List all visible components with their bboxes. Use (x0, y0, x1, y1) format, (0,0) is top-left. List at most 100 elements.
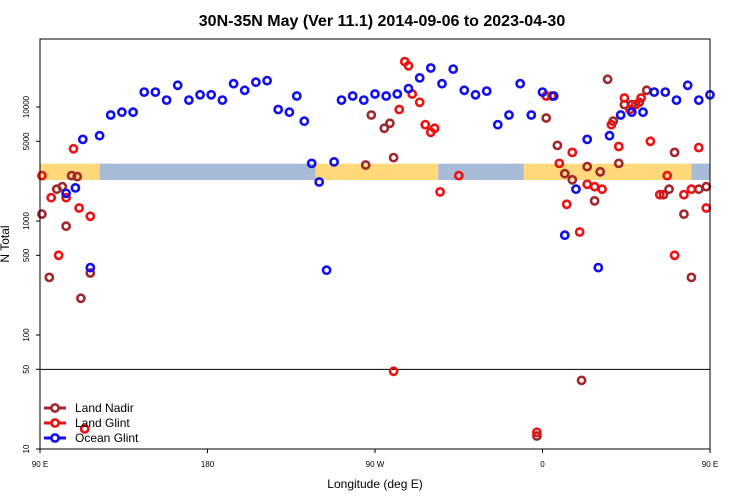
x-axis-label: Longitude (deg E) (327, 477, 422, 491)
data-point (679, 189, 689, 200)
data-point (693, 142, 704, 153)
data-point (701, 203, 712, 213)
data-point (370, 89, 380, 99)
data-point (636, 93, 646, 103)
data-point (619, 93, 630, 103)
data-point (582, 161, 593, 172)
data-point (94, 130, 105, 141)
y-axis-label: N Total (0, 225, 12, 262)
data-point (117, 107, 127, 118)
band-segment (691, 163, 710, 181)
data-point (606, 119, 617, 130)
data-point (183, 95, 194, 105)
data-point (291, 91, 302, 101)
y-tick-label: 50 (22, 364, 31, 373)
data-point (381, 91, 392, 101)
band-segment (438, 163, 524, 181)
data-point (306, 158, 317, 169)
data-point (669, 250, 680, 261)
data-point (649, 87, 660, 97)
data-point (574, 227, 585, 237)
data-point (195, 89, 205, 100)
data-point (453, 170, 464, 181)
data-point (85, 262, 96, 273)
data-point (613, 141, 624, 152)
data-point (437, 78, 447, 89)
data-point (314, 177, 325, 187)
data-point (701, 181, 712, 192)
data-point (671, 95, 682, 105)
data-point (604, 130, 615, 141)
band-segment (315, 163, 439, 181)
data-point (589, 195, 600, 206)
data-point (537, 87, 548, 97)
data-point (403, 83, 414, 94)
data-point (615, 110, 626, 120)
data-point (414, 97, 425, 108)
data-point (425, 63, 436, 73)
data-point (481, 86, 492, 96)
data-point (68, 143, 79, 154)
y-tick-label: 5000 (22, 132, 31, 150)
data-point (394, 104, 405, 115)
data-point (70, 182, 81, 193)
legend-label: Land Nadir (75, 401, 134, 415)
y-axis: 10 50 100 500 1000 5000 10000 (22, 95, 40, 453)
data-point (492, 119, 503, 130)
coverage-band (40, 163, 710, 181)
data-point (686, 272, 697, 283)
data-points (37, 56, 715, 441)
data-point (61, 188, 71, 199)
data-point (576, 375, 587, 386)
x-tick-label: 0 (540, 460, 545, 469)
data-point (284, 107, 295, 118)
data-point (561, 199, 572, 210)
data-point (392, 89, 403, 99)
data-point (626, 107, 637, 118)
data-point (273, 104, 284, 115)
series-land-nadir (37, 74, 712, 441)
data-point (161, 95, 172, 105)
data-point (128, 107, 138, 118)
y-tick-label: 500 (22, 248, 31, 262)
data-point (559, 168, 570, 179)
data-point (552, 140, 563, 151)
data-point (548, 91, 559, 101)
data-point (347, 91, 358, 101)
data-point (589, 181, 600, 192)
y-tick-label: 1000 (22, 212, 31, 230)
data-point (329, 156, 339, 167)
data-point (250, 77, 261, 88)
data-point (366, 110, 377, 120)
data-point (66, 170, 77, 181)
data-point (217, 95, 228, 105)
data-point (532, 427, 542, 438)
data-point (554, 158, 565, 169)
data-point (139, 87, 150, 97)
data-point (206, 89, 217, 100)
data-point (571, 184, 581, 195)
data-point (79, 423, 90, 434)
data-point (37, 170, 47, 181)
data-point (582, 134, 593, 145)
y-tick-label: 100 (22, 328, 31, 342)
data-point (559, 230, 570, 241)
legend-label: Land Glint (75, 416, 130, 430)
data-point (76, 293, 86, 304)
data-point (597, 184, 607, 195)
data-point (532, 431, 542, 441)
data-point (613, 158, 624, 169)
data-point (541, 113, 552, 123)
data-point (358, 95, 369, 105)
x-tick-label: 180 (201, 460, 215, 469)
data-point (595, 166, 606, 177)
legend-marker (50, 433, 60, 443)
data-point (74, 203, 84, 213)
data-point (448, 64, 459, 74)
data-point (682, 80, 693, 91)
data-point (61, 221, 71, 232)
data-point (46, 192, 57, 203)
data-point (504, 110, 514, 120)
